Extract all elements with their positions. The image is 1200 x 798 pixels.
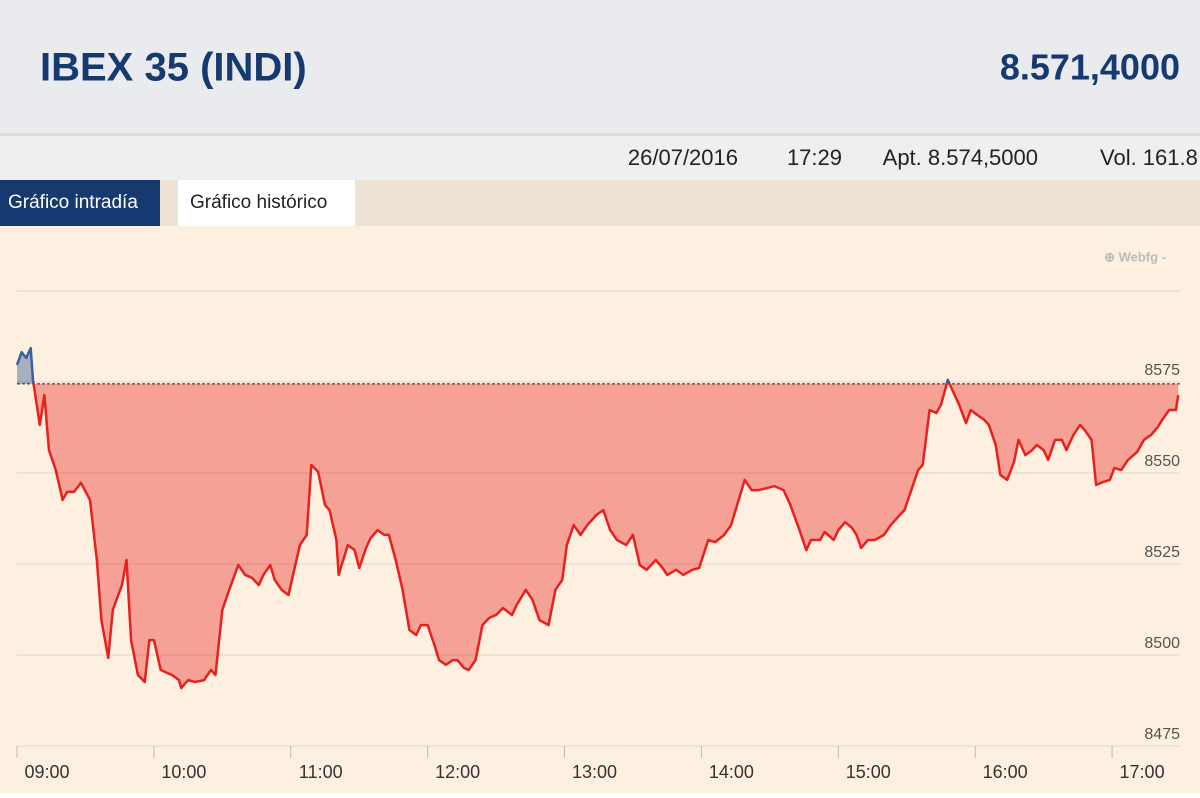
x-tick-label: 16:00: [983, 762, 1028, 782]
x-tick-label: 12:00: [435, 762, 480, 782]
info-bg: [0, 136, 1200, 180]
volume: Vol. 161.8: [1100, 145, 1198, 170]
x-tick-label: 09:00: [24, 762, 69, 782]
x-tick-label: 17:00: [1120, 762, 1165, 782]
y-tick-label: 8475: [1144, 726, 1180, 743]
x-tick-label: 15:00: [846, 762, 891, 782]
tab[interactable]: [178, 180, 355, 226]
close: Apt. 8.574,5000: [883, 145, 1038, 170]
title: IBEX 35 (INDI): [40, 46, 307, 90]
x-tick-label: 13:00: [572, 762, 617, 782]
price-line: [32, 383, 1180, 690]
x-tick-label: 11:00: [299, 762, 343, 782]
price: 8.571,4000: [1000, 47, 1180, 88]
y-tick-label: 8525: [1144, 544, 1180, 561]
area-below: [33, 383, 1179, 689]
tab-label[interactable]: Gráfico histórico: [190, 192, 327, 213]
chart-bg: [0, 226, 1200, 793]
source: ⊕ Webfg -: [1104, 249, 1166, 264]
y-tick-label: 8550: [1144, 453, 1180, 470]
x-tick-label: 14:00: [709, 762, 754, 782]
separator: [0, 133, 1200, 136]
y-tick-label: 8575: [1144, 362, 1180, 379]
x-tick-label: 10:00: [161, 762, 206, 782]
tab-active[interactable]: [0, 180, 160, 226]
y-tick-label: 8500: [1144, 635, 1180, 652]
time: 17:29: [787, 145, 842, 170]
header-bg: [0, 0, 1200, 133]
tab-label[interactable]: Gráfico intradía: [8, 192, 138, 213]
date: 26/07/2016: [628, 145, 738, 170]
